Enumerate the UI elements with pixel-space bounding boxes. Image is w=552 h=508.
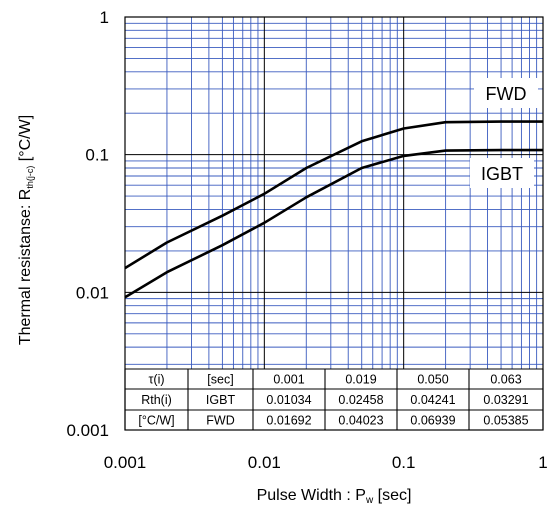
y-axis-title: Thermal resistanse: Rth(j-c) [°C/W] xyxy=(17,115,35,345)
series-labels: FWD IGBT xyxy=(470,78,538,188)
table-cell: 0.04241 xyxy=(410,393,455,407)
y-tick-label: 0.01 xyxy=(76,283,109,302)
x-tick-label: 0.001 xyxy=(104,453,147,472)
time-constant-table: τ(i) [sec] 0.001 0.019 0.050 0.063 Rth(i) IGBT 0… xyxy=(124,368,544,431)
table-cell: 0.001 xyxy=(273,373,304,387)
x-tick-label: 0.01 xyxy=(248,453,281,472)
table-cell: 0.01692 xyxy=(266,414,311,428)
table-cell: 0.04023 xyxy=(338,414,383,428)
series-label-bg xyxy=(470,158,534,188)
y-tick-label: 1 xyxy=(100,8,109,27)
y-tick-label: 0.1 xyxy=(85,146,109,165)
table-cell: 0.02458 xyxy=(338,393,383,407)
table-cell: 0.019 xyxy=(345,373,376,387)
table-cell: FWD xyxy=(206,414,234,428)
x-tick-label: 0.1 xyxy=(392,453,416,472)
series-label-fwd: FWD xyxy=(486,84,527,104)
series-line-igbt xyxy=(124,148,543,299)
table-cell: 0.050 xyxy=(417,373,448,387)
series-line-fwd xyxy=(124,120,543,270)
table-cell: Rth(i) xyxy=(141,393,172,407)
table-cell: [°C/W] xyxy=(138,414,174,428)
table-cell: 0.05385 xyxy=(483,414,528,428)
series-label-bg xyxy=(474,78,538,108)
x-tick-label: 1 xyxy=(538,453,547,472)
x-axis-title: Pulse Width : Pw [sec] xyxy=(257,487,412,506)
table-cell: [sec] xyxy=(207,373,233,387)
table-cell: 0.01034 xyxy=(266,393,311,407)
tick-labels: 0.001 0.01 0.1 1 0.001 0.01 0.1 1 xyxy=(66,8,547,472)
table-cell: 0.06939 xyxy=(410,414,455,428)
plot-frame xyxy=(124,16,544,431)
table-cell: 0.063 xyxy=(490,373,521,387)
y-tick-label: 0.001 xyxy=(66,421,109,440)
table-cell: τ(i) xyxy=(148,373,164,387)
table-cell: 0.03291 xyxy=(483,393,528,407)
series-label-igbt: IGBT xyxy=(481,164,523,184)
series-lines xyxy=(124,120,543,299)
table-cell: IGBT xyxy=(206,393,236,407)
table-background xyxy=(125,369,543,430)
